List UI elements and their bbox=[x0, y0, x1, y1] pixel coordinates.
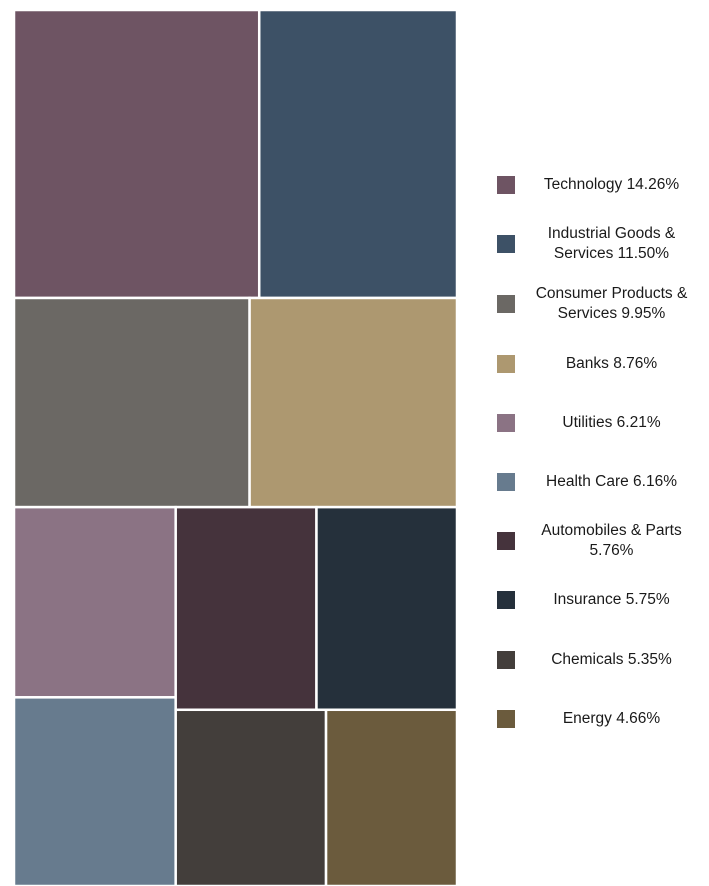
legend-item-industrial-goods: Industrial Goods & Services 11.50% bbox=[497, 224, 702, 264]
legend-swatch-industrial-goods bbox=[497, 235, 515, 253]
legend-item-energy: Energy 4.66% bbox=[497, 699, 702, 739]
legend-label-automobiles: Automobiles & Parts 5.76% bbox=[541, 522, 682, 559]
legend-item-chemicals: Chemicals 5.35% bbox=[497, 640, 702, 680]
treemap-tile-automobiles-parts bbox=[174, 505, 318, 712]
legend-swatch-energy bbox=[497, 710, 515, 728]
legend-swatch-automobiles bbox=[497, 532, 515, 550]
legend-label-health-care: Health Care 6.16% bbox=[546, 473, 677, 490]
legend-item-insurance: Insurance 5.75% bbox=[497, 580, 702, 620]
legend-label-insurance: Insurance 5.75% bbox=[553, 591, 670, 608]
legend-item-health-care: Health Care 6.16% bbox=[497, 462, 702, 502]
treemap-tile-utilities bbox=[12, 505, 177, 699]
treemap-tile-banks bbox=[248, 296, 459, 509]
treemap-tile-insurance bbox=[315, 505, 459, 712]
legend-item-utilities: Utilities 6.21% bbox=[497, 403, 702, 443]
legend-label-utilities: Utilities 6.21% bbox=[562, 414, 661, 431]
legend-swatch-insurance bbox=[497, 591, 515, 609]
treemap-tile-energy bbox=[324, 708, 459, 886]
legend-label-technology: Technology 14.26% bbox=[543, 176, 680, 193]
legend-label-chemicals: Chemicals 5.35% bbox=[551, 651, 672, 668]
legend-item-technology: Technology 14.26% bbox=[497, 165, 702, 205]
treemap-tile-chemicals bbox=[174, 708, 328, 886]
legend-item-consumer-products: Consumer Products & Services 9.95% bbox=[497, 284, 702, 324]
legend: Technology 14.26% Industrial Goods & Ser… bbox=[497, 0, 709, 886]
legend-label-banks: Banks 8.76% bbox=[565, 355, 658, 372]
treemap-tile-industrial-goods-services bbox=[257, 8, 459, 300]
legend-swatch-technology bbox=[497, 176, 515, 194]
legend-label-energy: Energy 4.66% bbox=[562, 710, 661, 727]
legend-swatch-health-care bbox=[497, 473, 515, 491]
treemap-tile-technology bbox=[12, 8, 261, 300]
treemap-chart bbox=[12, 8, 459, 886]
legend-swatch-consumer-products bbox=[497, 295, 515, 313]
legend-swatch-banks bbox=[497, 355, 515, 373]
legend-item-banks: Banks 8.76% bbox=[497, 344, 702, 384]
treemap-tile-consumer-products-services bbox=[12, 296, 251, 509]
legend-label-consumer-products: Consumer Products & Services 9.95% bbox=[535, 285, 688, 322]
legend-label-industrial-goods: Industrial Goods & Services 11.50% bbox=[547, 225, 676, 262]
legend-swatch-chemicals bbox=[497, 651, 515, 669]
legend-item-automobiles: Automobiles & Parts 5.76% bbox=[497, 521, 702, 561]
treemap-tile-health-care bbox=[12, 696, 177, 886]
legend-swatch-utilities bbox=[497, 414, 515, 432]
